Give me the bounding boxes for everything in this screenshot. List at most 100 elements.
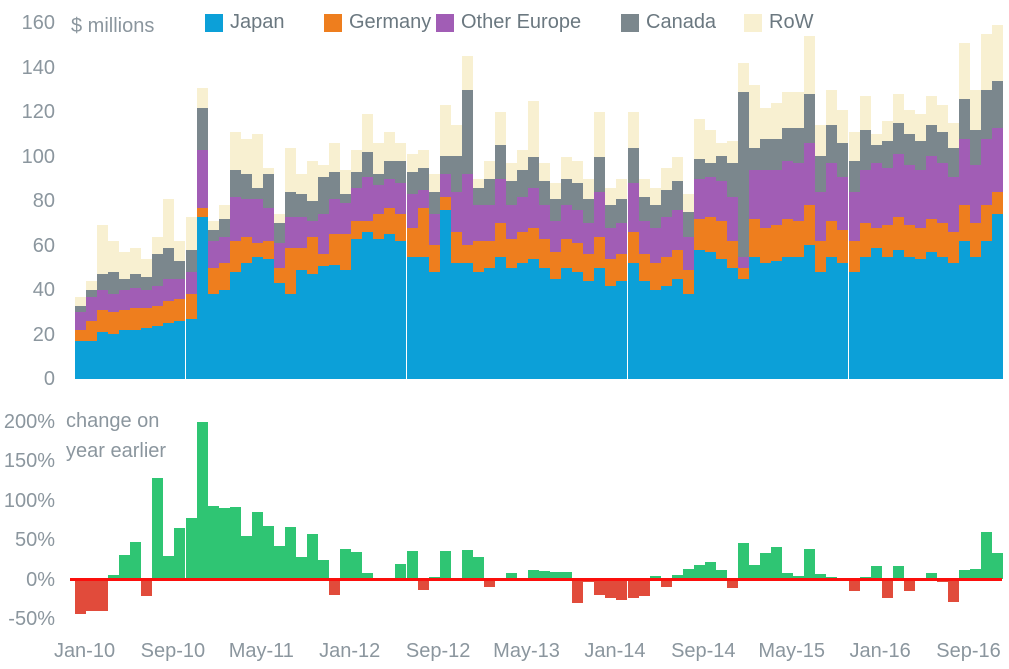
bar-segment-germany [925,218,937,253]
bar-segment-canada [925,125,937,157]
bar-segment-canada [362,152,374,177]
stacked-bar [959,43,971,379]
bar-segment-other-europe [870,163,882,228]
bar-segment-other-europe [472,205,484,242]
bar-segment-other-europe [859,169,871,224]
bar-segment-germany [970,223,982,257]
bar-segment-japan [318,265,330,379]
bar-segment-canada [760,138,772,170]
bar-segment-row [726,140,738,164]
change-bar-positive [273,546,285,580]
bar-segment-canada [384,160,396,179]
bar-segment-germany [86,321,98,342]
stacked-bar [318,165,330,379]
legend-label: Canada [646,11,717,33]
bar-segment-row [240,138,252,175]
bar-segment-japan [439,209,451,379]
bar-segment-other-europe [903,165,915,226]
change-bar-positive [870,566,882,580]
bar-segment-other-europe [682,236,694,270]
bottom-y-tick-label: 100% [3,489,55,512]
bar-segment-canada [959,98,971,139]
stacked-bar [450,125,462,379]
bar-segment-germany [550,252,562,279]
x-tick-label: Sep-12 [405,640,471,662]
bar-segment-germany [903,225,915,257]
bar-segment-canada [605,205,617,228]
change-bar-positive [229,506,241,580]
bar-segment-row [251,134,263,188]
bar-segment-germany [693,218,705,250]
stacked-bar [793,91,805,379]
bar-segment-other-europe [572,209,584,244]
bar-segment-japan [284,294,296,379]
bar-segment-other-europe [804,143,816,206]
bar-segment-canada [782,127,794,161]
bar-segment-row [262,167,274,175]
bar-segment-canada [395,160,407,184]
change-bar-negative [86,579,98,612]
bar-segment-germany [771,225,783,262]
stacked-bar [163,198,175,379]
change-bar-positive [704,562,716,580]
bar-segment-other-europe [185,272,197,295]
bar-segment-row [384,132,396,161]
stacked-bar [738,63,750,379]
bar-segment-japan [704,252,716,379]
bar-segment-canada [936,132,948,164]
bar-segment-germany [837,229,849,264]
bar-segment-other-europe [439,174,451,197]
bar-segment-row [925,96,937,126]
change-bar-positive [251,512,263,580]
stacked-bar [461,56,473,379]
bar-segment-germany [947,232,959,264]
bar-segment-canada [981,89,993,139]
bar-segment-japan [649,289,661,379]
change-bar-positive [528,570,540,580]
bar-segment-canada [483,178,495,206]
bar-segment-germany [859,223,871,257]
change-bar-positive [130,541,142,580]
bar-segment-row [483,160,495,179]
stacked-bar [185,216,197,379]
bar-segment-other-europe [550,221,562,253]
bar-segment-japan [97,332,109,379]
stacked-bar [262,167,274,379]
bar-segment-japan [505,267,517,379]
bar-segment-canada [992,80,1004,128]
bar-segment-other-europe [329,198,341,235]
bar-segment-japan [406,256,418,379]
change-bar-positive [174,528,186,580]
stacked-bar [671,156,683,380]
stacked-bar [152,236,164,379]
bar-segment-japan [351,238,363,379]
stacked-bar [284,147,296,379]
x-tick-label: Sep-16 [936,640,1001,662]
bar-segment-canada [472,187,484,206]
bar-segment-row [749,85,761,148]
bar-segment-row [947,123,959,148]
bar-segment-japan [749,256,761,379]
stacked-bar [406,154,418,379]
stacked-bar [594,112,606,379]
bar-segment-canada [119,278,131,290]
bar-segment-germany [594,236,606,268]
bar-segment-other-europe [119,289,131,310]
bar-segment-japan [804,245,816,379]
x-tick-label: May-11 [228,640,294,662]
bar-segment-japan [340,269,352,379]
bar-segment-row [417,149,429,168]
bar-segment-row [649,187,661,206]
bar-segment-canada [804,94,816,144]
bar-segment-germany [815,241,827,273]
bar-segment-germany [296,247,308,270]
bar-segment-germany [959,205,971,242]
bar-segment-canada [693,158,705,179]
bar-segment-canada [627,147,639,184]
bar-segment-germany [318,254,330,266]
change-bar-negative [75,579,87,615]
bar-segment-other-europe [494,178,506,224]
bar-segment-canada [704,163,716,177]
bar-segment-other-europe [307,221,319,237]
bar-segment-row [760,107,772,139]
